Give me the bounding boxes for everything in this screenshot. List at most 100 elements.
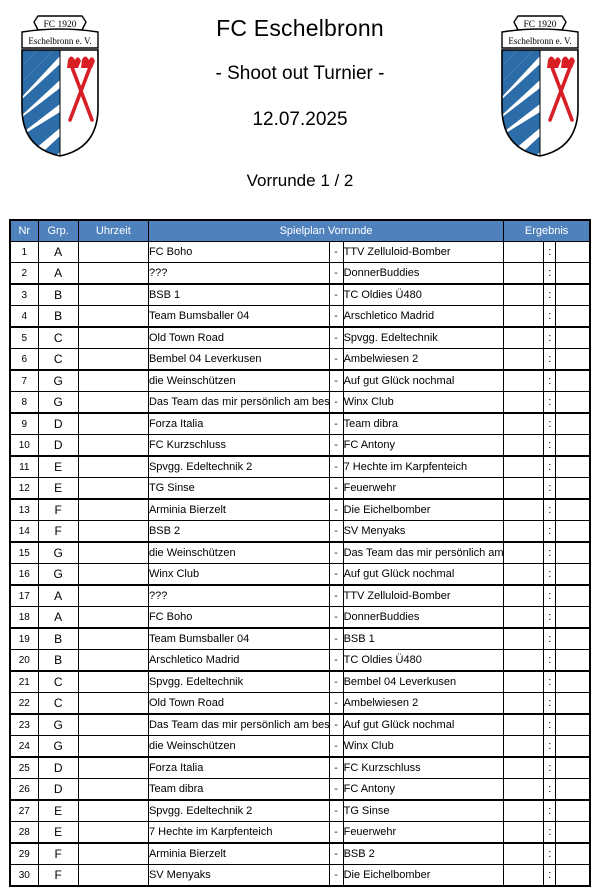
cell-away-team[interactable]: FC Antony xyxy=(342,434,505,457)
cell-score-away[interactable] xyxy=(555,369,591,392)
cell-home-team[interactable]: FC Boho xyxy=(147,606,330,629)
cell-score-away[interactable] xyxy=(555,756,591,779)
cell-time[interactable] xyxy=(77,477,149,500)
cell-time[interactable] xyxy=(77,606,149,629)
cell-time[interactable] xyxy=(77,842,149,865)
cell-away-team[interactable]: Team dibra xyxy=(342,412,505,435)
cell-away-team[interactable]: FC Antony xyxy=(342,778,505,801)
cell-home-team[interactable]: die Weinschützen xyxy=(147,541,330,564)
cell-away-team[interactable]: Spvgg. Edeltechnik xyxy=(342,326,505,349)
cell-home-team[interactable]: Das Team das mir persönlich am besten ge… xyxy=(147,713,330,736)
cell-home-team[interactable]: 7 Hechte im Karpfenteich xyxy=(147,821,330,844)
cell-time[interactable] xyxy=(77,821,149,844)
cell-score-home[interactable] xyxy=(503,541,545,564)
cell-score-away[interactable] xyxy=(555,821,591,844)
cell-home-team[interactable]: FC Boho xyxy=(147,241,330,263)
cell-home-team[interactable]: SV Menyaks xyxy=(147,864,330,887)
cell-time[interactable] xyxy=(77,391,149,414)
cell-home-team[interactable]: FC Kurzschluss xyxy=(147,434,330,457)
cell-time[interactable] xyxy=(77,713,149,736)
cell-away-team[interactable]: Auf gut Glück nochmal xyxy=(342,369,505,392)
cell-score-home[interactable] xyxy=(503,241,545,263)
cell-score-home[interactable] xyxy=(503,649,545,672)
cell-home-team[interactable]: Spvgg. Edeltechnik xyxy=(147,670,330,693)
cell-time[interactable] xyxy=(77,756,149,779)
cell-away-team[interactable]: Ambelwiesen 2 xyxy=(342,348,505,371)
cell-score-away[interactable] xyxy=(555,477,591,500)
cell-score-home[interactable] xyxy=(503,799,545,822)
cell-score-home[interactable] xyxy=(503,670,545,693)
cell-time[interactable] xyxy=(77,584,149,607)
cell-score-home[interactable] xyxy=(503,498,545,521)
cell-home-team[interactable]: Forza Italia xyxy=(147,412,330,435)
cell-home-team[interactable]: Team dibra xyxy=(147,778,330,801)
cell-home-team[interactable]: Team Bumsballer 04 xyxy=(147,627,330,650)
cell-score-home[interactable] xyxy=(503,842,545,865)
cell-time[interactable] xyxy=(77,348,149,371)
cell-time[interactable] xyxy=(77,326,149,349)
cell-score-home[interactable] xyxy=(503,692,545,715)
cell-time[interactable] xyxy=(77,283,149,306)
cell-away-team[interactable]: TG Sinse xyxy=(342,799,505,822)
cell-home-team[interactable]: Team Bumsballer 04 xyxy=(147,305,330,328)
cell-home-team[interactable]: Arminia Bierzelt xyxy=(147,498,330,521)
cell-score-away[interactable] xyxy=(555,498,591,521)
cell-home-team[interactable]: Winx Club xyxy=(147,563,330,586)
cell-score-home[interactable] xyxy=(503,563,545,586)
cell-away-team[interactable]: DonnerBuddies xyxy=(342,606,505,629)
cell-home-team[interactable]: BSB 2 xyxy=(147,520,330,543)
cell-home-team[interactable]: Spvgg. Edeltechnik 2 xyxy=(147,455,330,478)
cell-score-home[interactable] xyxy=(503,520,545,543)
cell-away-team[interactable]: BSB 2 xyxy=(342,842,505,865)
cell-score-home[interactable] xyxy=(503,627,545,650)
cell-score-home[interactable] xyxy=(503,412,545,435)
cell-score-away[interactable] xyxy=(555,842,591,865)
cell-score-away[interactable] xyxy=(555,778,591,801)
cell-away-team[interactable]: 7 Hechte im Karpfenteich xyxy=(342,455,505,478)
cell-score-home[interactable] xyxy=(503,606,545,629)
cell-score-home[interactable] xyxy=(503,391,545,414)
cell-score-away[interactable] xyxy=(555,541,591,564)
cell-home-team[interactable]: Old Town Road xyxy=(147,692,330,715)
cell-score-home[interactable] xyxy=(503,778,545,801)
cell-home-team[interactable]: Arschletico Madrid xyxy=(147,649,330,672)
cell-score-away[interactable] xyxy=(555,606,591,629)
cell-score-away[interactable] xyxy=(555,799,591,822)
cell-time[interactable] xyxy=(77,670,149,693)
cell-score-away[interactable] xyxy=(555,735,591,758)
cell-time[interactable] xyxy=(77,778,149,801)
cell-home-team[interactable]: Das Team das mir persönlich am besten ge… xyxy=(147,391,330,414)
cell-score-away[interactable] xyxy=(555,283,591,306)
cell-away-team[interactable]: Auf gut Glück nochmal xyxy=(342,713,505,736)
cell-score-away[interactable] xyxy=(555,563,591,586)
cell-away-team[interactable]: Die Eichelbomber xyxy=(342,498,505,521)
cell-score-home[interactable] xyxy=(503,326,545,349)
cell-away-team[interactable]: Die Eichelbomber xyxy=(342,864,505,887)
cell-away-team[interactable]: Das Team das mir persönlich am besten ge… xyxy=(342,541,505,564)
cell-score-home[interactable] xyxy=(503,455,545,478)
cell-score-away[interactable] xyxy=(555,434,591,457)
cell-home-team[interactable]: Bembel 04 Leverkusen xyxy=(147,348,330,371)
cell-home-team[interactable]: TG Sinse xyxy=(147,477,330,500)
cell-score-home[interactable] xyxy=(503,305,545,328)
cell-away-team[interactable]: Feuerwehr xyxy=(342,821,505,844)
cell-score-away[interactable] xyxy=(555,241,591,263)
cell-score-away[interactable] xyxy=(555,627,591,650)
cell-score-home[interactable] xyxy=(503,756,545,779)
cell-score-away[interactable] xyxy=(555,348,591,371)
cell-time[interactable] xyxy=(77,627,149,650)
cell-home-team[interactable]: BSB 1 xyxy=(147,283,330,306)
cell-score-away[interactable] xyxy=(555,262,591,285)
cell-home-team[interactable]: Forza Italia xyxy=(147,756,330,779)
cell-score-home[interactable] xyxy=(503,584,545,607)
cell-score-away[interactable] xyxy=(555,412,591,435)
cell-score-home[interactable] xyxy=(503,713,545,736)
cell-away-team[interactable]: SV Menyaks xyxy=(342,520,505,543)
cell-away-team[interactable]: TTV Zelluloid-Bomber xyxy=(342,584,505,607)
cell-away-team[interactable]: Feuerwehr xyxy=(342,477,505,500)
cell-score-home[interactable] xyxy=(503,369,545,392)
cell-time[interactable] xyxy=(77,692,149,715)
cell-score-away[interactable] xyxy=(555,584,591,607)
cell-home-team[interactable]: die Weinschützen xyxy=(147,369,330,392)
cell-time[interactable] xyxy=(77,520,149,543)
